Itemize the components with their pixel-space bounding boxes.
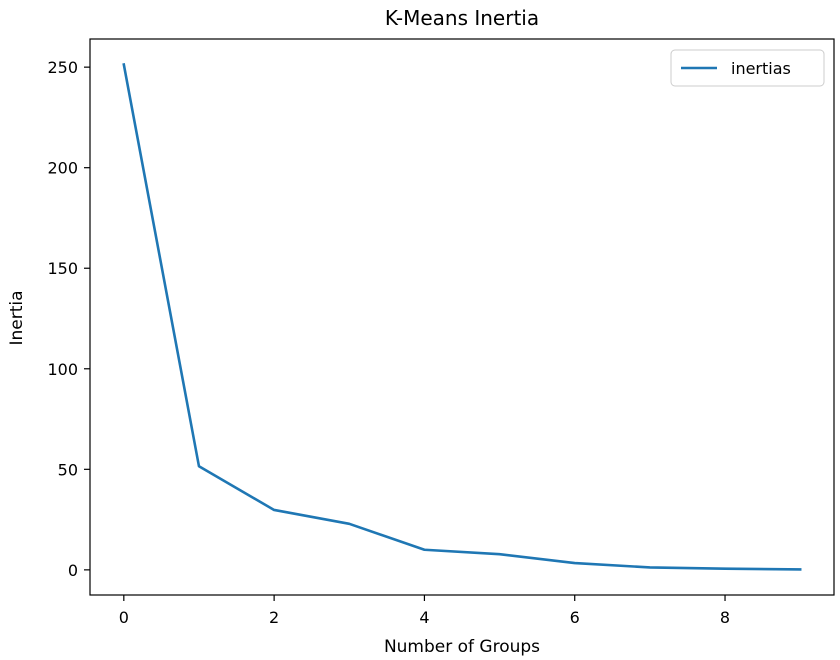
axes-frame (89, 38, 835, 596)
x-tick-label: 4 (419, 608, 429, 627)
legend-box (670, 49, 825, 87)
y-tick-label: 100 (47, 360, 78, 379)
y-axis-label: Inertia (7, 290, 27, 345)
x-tick-label: 2 (269, 608, 279, 627)
legend-label: inertias (731, 59, 791, 78)
x-tick-label: 8 (720, 608, 730, 627)
y-tick-label: 250 (47, 58, 78, 77)
series-line-inertias (122, 63, 802, 571)
x-tick-label: 0 (119, 608, 129, 627)
x-tick-label: 6 (570, 608, 580, 627)
y-tick-label: 200 (47, 159, 78, 178)
chart-title: K-Means Inertia (385, 6, 539, 30)
plot-area: 0 2 4 6 8 0 50 100 150 200 250 inertias (47, 38, 835, 627)
y-tick-label: 150 (47, 259, 78, 278)
y-tick-label: 50 (58, 460, 78, 479)
y-tick-label: 0 (68, 561, 78, 580)
x-axis-label: Number of Groups (384, 637, 540, 657)
